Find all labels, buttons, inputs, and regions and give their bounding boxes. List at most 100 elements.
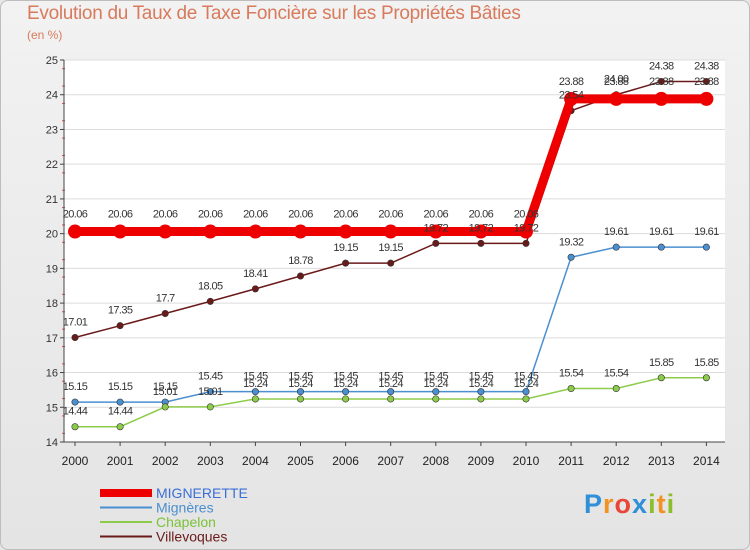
data-label: 17.01 — [63, 316, 88, 328]
data-label: 15.54 — [559, 368, 584, 380]
data-label: 15.24 — [424, 378, 449, 390]
data-point — [522, 395, 530, 403]
data-point — [161, 310, 169, 318]
data-labels: 20.06 20.06 20.06 20.06 20.06 20.06 20.06 20.06… — [63, 61, 720, 418]
plot-area — [64, 60, 725, 442]
data-point — [567, 253, 575, 261]
data-label: 19.72 — [514, 222, 539, 234]
chart-subtitle: (en %) — [27, 28, 63, 42]
data-label: 14.44 — [108, 406, 133, 418]
data-label: 19.72 — [469, 222, 494, 234]
chart-title: Evolution du Taux de Taxe Foncière sur l… — [27, 3, 521, 24]
data-label: 15.45 — [288, 371, 313, 383]
data-label: 20.06 — [198, 209, 223, 221]
data-point — [296, 272, 304, 280]
x-tick-label: 2001 — [107, 454, 134, 468]
data-point — [654, 91, 669, 106]
data-label: 18.05 — [198, 280, 223, 292]
legend-swatch — [100, 489, 152, 497]
data-label: 15.54 — [604, 368, 629, 380]
y-tick-label: 20 — [46, 229, 58, 241]
data-point — [248, 224, 263, 239]
data-label: 19.61 — [649, 226, 674, 238]
data-point — [612, 243, 620, 251]
data-label: 15.24 — [243, 378, 268, 390]
data-point — [432, 239, 440, 247]
data-point — [71, 333, 79, 341]
data-label: 23.88 — [694, 76, 719, 88]
data-point — [657, 78, 665, 86]
data-point — [519, 224, 533, 239]
y-tick-label: 23 — [46, 124, 58, 136]
legend-label: Chapelon — [156, 514, 216, 530]
data-label: 18.78 — [288, 255, 313, 267]
data-label: 20.06 — [424, 209, 449, 221]
data-label: 20.06 — [243, 209, 268, 221]
data-label: 15.45 — [333, 371, 358, 383]
data-label: 15.45 — [198, 371, 223, 383]
data-label: 15.45 — [243, 371, 268, 383]
logo-letter: o — [614, 489, 633, 519]
data-point — [432, 388, 440, 396]
data-label: 15.24 — [288, 378, 313, 390]
data-label: 17.35 — [108, 305, 133, 317]
x-tick-label: 2005 — [287, 454, 314, 468]
logo-letter: i — [666, 489, 676, 519]
x-tick-label: 2004 — [242, 454, 269, 468]
data-label: 23.88 — [559, 76, 584, 88]
data-point — [296, 395, 304, 403]
data-label: 19.32 — [559, 236, 584, 248]
data-label: 20.06 — [514, 209, 539, 221]
data-point — [342, 395, 350, 403]
logo-letter: t — [656, 489, 667, 519]
data-point — [71, 398, 79, 406]
legend-label: Mignères — [156, 500, 214, 516]
data-label: 24.38 — [694, 61, 719, 73]
data-point — [161, 403, 169, 411]
data-point — [699, 91, 714, 106]
data-point — [206, 388, 214, 396]
x-tick-label: 2007 — [377, 454, 404, 468]
data-point — [567, 385, 575, 393]
x-tick-label: 2008 — [422, 454, 449, 468]
data-label: 23.88 — [604, 76, 629, 88]
y-tick-label: 19 — [46, 263, 58, 275]
y-tick-label: 16 — [46, 368, 58, 380]
data-point — [71, 423, 79, 431]
data-label: 15.45 — [424, 371, 449, 383]
data-label: 19.61 — [604, 226, 629, 238]
data-label: 15.85 — [649, 357, 674, 369]
x-tick-label: 2009 — [468, 454, 495, 468]
data-label: 15.45 — [469, 371, 494, 383]
data-label: 19.72 — [424, 222, 449, 234]
data-point — [612, 385, 620, 393]
x-tick-label: 2000 — [62, 454, 89, 468]
x-tick-label: 2003 — [197, 454, 224, 468]
y-tick-label: 18 — [46, 298, 58, 310]
data-label: 24.38 — [649, 61, 674, 73]
proxiti-logo: Proxiti — [584, 489, 675, 520]
x-tick-label: 2014 — [693, 454, 720, 468]
data-label: 19.15 — [333, 242, 358, 254]
data-label: 20.06 — [333, 209, 358, 221]
x-tick-label: 2010 — [513, 454, 540, 468]
y-tick-label: 25 — [46, 55, 58, 67]
data-label: 19.15 — [378, 242, 403, 254]
data-point — [293, 224, 308, 239]
data-point — [428, 224, 443, 239]
data-label: 23.54 — [559, 90, 584, 102]
data-point — [522, 388, 530, 396]
series-lines — [68, 78, 714, 431]
data-point — [609, 91, 624, 106]
logo-letter: i — [648, 489, 657, 519]
chart-axes: 14 15 16 17 18 19 20 21 22 23 24 25 2000 2001 2002 2003… — [46, 55, 725, 468]
data-point — [383, 224, 398, 239]
data-point — [251, 388, 259, 396]
data-point — [296, 388, 304, 396]
data-label: 15.24 — [378, 378, 403, 390]
data-label: 15.15 — [108, 381, 133, 393]
y-tick-label: 21 — [46, 194, 58, 206]
data-label: 15.01 — [153, 386, 178, 398]
